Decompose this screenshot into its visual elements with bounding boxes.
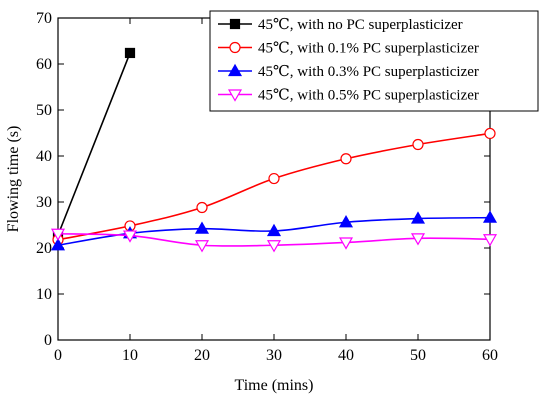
legend-marker: [229, 41, 241, 54]
data-point: [412, 138, 424, 151]
data-point: [482, 210, 498, 223]
legend-item: 45℃, with 0.5% PC superplasticizer: [218, 88, 479, 104]
x-axis-title: Time (mins): [235, 377, 314, 394]
legend-label: 45℃, with 0.1% PC superplasticizer: [258, 41, 479, 57]
series-4: [50, 228, 498, 253]
x-tick-label: 60: [482, 347, 498, 364]
data-point: [268, 172, 280, 185]
legend-marker: [229, 18, 241, 30]
y-tick-label: 60: [36, 56, 52, 73]
x-tick-label: 10: [122, 347, 138, 364]
series-layer: [50, 47, 498, 253]
x-tick-label: 50: [410, 347, 426, 364]
data-point: [338, 237, 354, 250]
legend-marker: [227, 63, 243, 77]
legend-item: 45℃, with no PC superplasticizer: [218, 17, 463, 33]
series-line: [57, 52, 131, 236]
x-tick-label: 0: [54, 347, 62, 364]
data-point: [124, 47, 136, 59]
y-tick-label: 20: [36, 240, 52, 257]
x-tick-label: 30: [266, 347, 282, 364]
legend-item: 45℃, with 0.1% PC superplasticizer: [218, 41, 479, 57]
y-tick-label: 0: [44, 332, 52, 349]
y-tick-label: 10: [36, 286, 52, 303]
y-axis-title: Flowing time (s): [5, 126, 22, 233]
data-point: [196, 201, 208, 214]
legend-label: 45℃, with no PC superplasticizer: [258, 17, 463, 33]
y-tick-label: 50: [36, 102, 52, 119]
legend-marker: [227, 89, 243, 102]
series-1: [52, 47, 136, 241]
data-point: [410, 233, 426, 246]
data-point: [484, 127, 496, 140]
data-point: [340, 153, 352, 165]
data-point: [338, 215, 354, 228]
legend-item: 45℃, with 0.3% PC superplasticizer: [218, 63, 479, 80]
y-tick-label: 30: [36, 194, 52, 211]
axis-ticks: 0 10 20 30 40 50 60 0 10 20 30 40 50 60 70: [36, 10, 498, 364]
data-point: [266, 223, 282, 237]
x-tick-label: 20: [194, 347, 210, 364]
legend-label: 45℃, with 0.5% PC superplasticizer: [258, 88, 479, 104]
data-point: [194, 221, 210, 234]
data-point: [266, 240, 282, 253]
legend: 45℃, with no PC superplasticizer 45℃, wit…: [209, 10, 539, 112]
data-point: [194, 240, 210, 253]
data-point: [122, 230, 138, 243]
x-tick-label: 40: [338, 347, 354, 364]
legend-box: [209, 10, 539, 112]
data-point: [482, 234, 498, 247]
data-point: [410, 211, 426, 224]
y-tick-label: 40: [36, 148, 52, 165]
data-point: [50, 228, 66, 241]
y-tick-label: 70: [36, 10, 52, 27]
legend-label: 45℃, with 0.3% PC superplasticizer: [258, 64, 479, 80]
series-2: [52, 127, 496, 246]
data-point: [50, 238, 66, 251]
